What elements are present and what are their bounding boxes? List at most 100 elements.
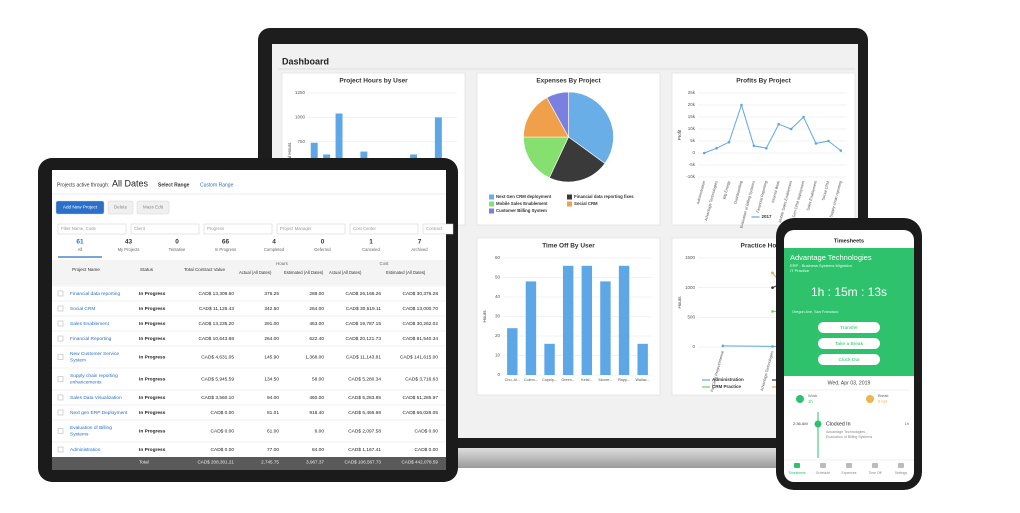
project-name[interactable]: Sales Enablement <box>70 321 110 327</box>
x-tick-label: Internal Work <box>771 180 781 203</box>
bar <box>562 265 574 375</box>
stat-count[interactable]: 1 <box>369 239 373 246</box>
row-checkbox[interactable] <box>57 305 64 312</box>
stat-label[interactable]: Archived <box>411 247 428 252</box>
tab-icon[interactable] <box>846 463 852 468</box>
stat-count[interactable]: 43 <box>125 239 133 246</box>
stat-label[interactable]: Tentative <box>169 247 186 252</box>
filter-input[interactable] <box>422 223 454 235</box>
total-cell: CAD$ 106,567.73 <box>344 460 381 465</box>
action-label[interactable]: Clock Out <box>838 357 860 363</box>
project-name[interactable]: Systems <box>70 432 89 438</box>
y-axis-label: Profit <box>677 129 682 140</box>
stat-label[interactable]: Completed <box>264 247 285 252</box>
stat-label[interactable]: In Progress <box>215 247 236 252</box>
stat-label[interactable]: Canceled <box>362 247 380 252</box>
tab-label[interactable]: Time Off <box>869 471 882 475</box>
action-button[interactable] <box>818 338 880 349</box>
filter-input[interactable] <box>57 223 127 235</box>
tab-icon[interactable] <box>820 463 826 468</box>
project-name[interactable]: Evaluation of Billing <box>70 425 112 431</box>
entry-duration: 1h <box>905 421 909 426</box>
action-button[interactable] <box>818 354 880 365</box>
custom-range[interactable]: Custom Range <box>200 182 234 188</box>
y-tick-label: 1000 <box>685 285 696 290</box>
filter-label[interactable]: Progress <box>207 226 224 231</box>
stat-label[interactable]: All <box>78 247 83 252</box>
stat-label[interactable]: My Projects <box>118 247 140 252</box>
action-label[interactable]: Take a Break <box>835 341 864 347</box>
project-name[interactable]: Administration <box>70 447 101 453</box>
row-checkbox[interactable] <box>57 290 64 297</box>
y-tick-label: 500 <box>687 315 695 320</box>
filter-input[interactable] <box>276 223 346 235</box>
filter-input[interactable] <box>203 223 273 235</box>
y-tick-label: 15k <box>688 114 696 119</box>
row-checkbox[interactable] <box>57 428 64 434</box>
project: ERP - Business Systems Migration <box>790 263 852 268</box>
legend-label: Financial data reporting fixes <box>574 194 634 199</box>
point <box>771 286 774 289</box>
filter-label[interactable]: Cost Center <box>353 226 376 231</box>
select-range[interactable]: Select Range <box>158 182 190 188</box>
filter-input[interactable] <box>349 223 419 235</box>
row-checkbox[interactable] <box>57 376 64 382</box>
project-name[interactable]: Social CRM <box>70 306 95 312</box>
stat-count[interactable]: 66 <box>222 239 230 246</box>
filter-label[interactable]: Client <box>134 226 146 231</box>
filter-input[interactable] <box>130 223 200 235</box>
project-name[interactable]: System <box>70 358 86 364</box>
y-tick-label: 60 <box>495 255 501 260</box>
row-checkbox[interactable] <box>57 335 64 342</box>
tab-icon[interactable] <box>794 463 800 468</box>
tab-label[interactable]: Schedule <box>816 471 830 475</box>
cell: 1,368.00 <box>305 354 324 360</box>
y-tick-label: 25k <box>688 90 696 95</box>
client: Advantage Technologies <box>790 253 872 262</box>
project-name[interactable]: Financial data reporting <box>70 291 120 297</box>
filter-label[interactable]: Project Manager <box>280 226 312 231</box>
stat-count[interactable]: 7 <box>418 239 422 246</box>
legend-swatch <box>489 201 494 207</box>
row-checkbox[interactable] <box>57 354 64 360</box>
bar <box>637 343 648 375</box>
project-name[interactable]: Next gen ERP Deployment <box>70 410 128 416</box>
cell: In Progress <box>139 354 166 360</box>
row-checkbox[interactable] <box>57 409 64 416</box>
row-checkbox[interactable] <box>57 320 64 327</box>
button[interactable] <box>107 200 134 215</box>
chart-title: Profits By Project <box>736 78 791 85</box>
button-label[interactable]: Delete <box>114 205 128 210</box>
cell: CAD$ 0.00 <box>211 447 235 453</box>
filter-label[interactable]: Contract <box>426 226 443 231</box>
tab-label[interactable]: Expenses <box>842 471 857 475</box>
tab-icon[interactable] <box>872 463 878 468</box>
project-name[interactable]: Sales Data Visualization <box>70 395 122 401</box>
tab-label[interactable]: Settings <box>895 471 908 475</box>
cell: CAD$ 141,615.00 <box>400 354 438 360</box>
stat-count[interactable]: 0 <box>321 239 325 246</box>
row-checkbox[interactable] <box>57 394 64 401</box>
y-tick-label: 1500 <box>685 255 696 260</box>
tab-icon[interactable] <box>898 463 904 468</box>
chart-panel <box>671 72 856 226</box>
filter-label[interactable]: Filter Name, Code <box>61 226 96 231</box>
stat-count[interactable]: 0 <box>175 239 179 246</box>
project-name[interactable]: Supply chain reporting <box>70 373 118 379</box>
action-label[interactable]: Transfer <box>840 325 858 331</box>
row-checkbox[interactable] <box>57 446 64 453</box>
button-label[interactable]: Add New Project <box>63 205 98 210</box>
stat-count[interactable]: 61 <box>76 239 84 246</box>
cell: CAD$ 30,376.28 <box>403 291 439 297</box>
stat-count[interactable]: 4 <box>272 239 276 246</box>
tab-label[interactable]: Timesheets <box>788 471 806 475</box>
button-label[interactable]: Mass Edit <box>143 205 164 210</box>
stat-label[interactable]: Deferred <box>314 247 331 252</box>
button[interactable] <box>136 200 170 215</box>
button[interactable] <box>55 200 105 215</box>
cell: CAD$ 5,280.34 <box>348 376 381 382</box>
project-name[interactable]: New Customer Service <box>70 351 119 357</box>
project-name[interactable]: enhancements <box>70 380 102 386</box>
action-button[interactable] <box>818 322 880 333</box>
project-name[interactable]: Financial Reporting <box>70 336 112 342</box>
